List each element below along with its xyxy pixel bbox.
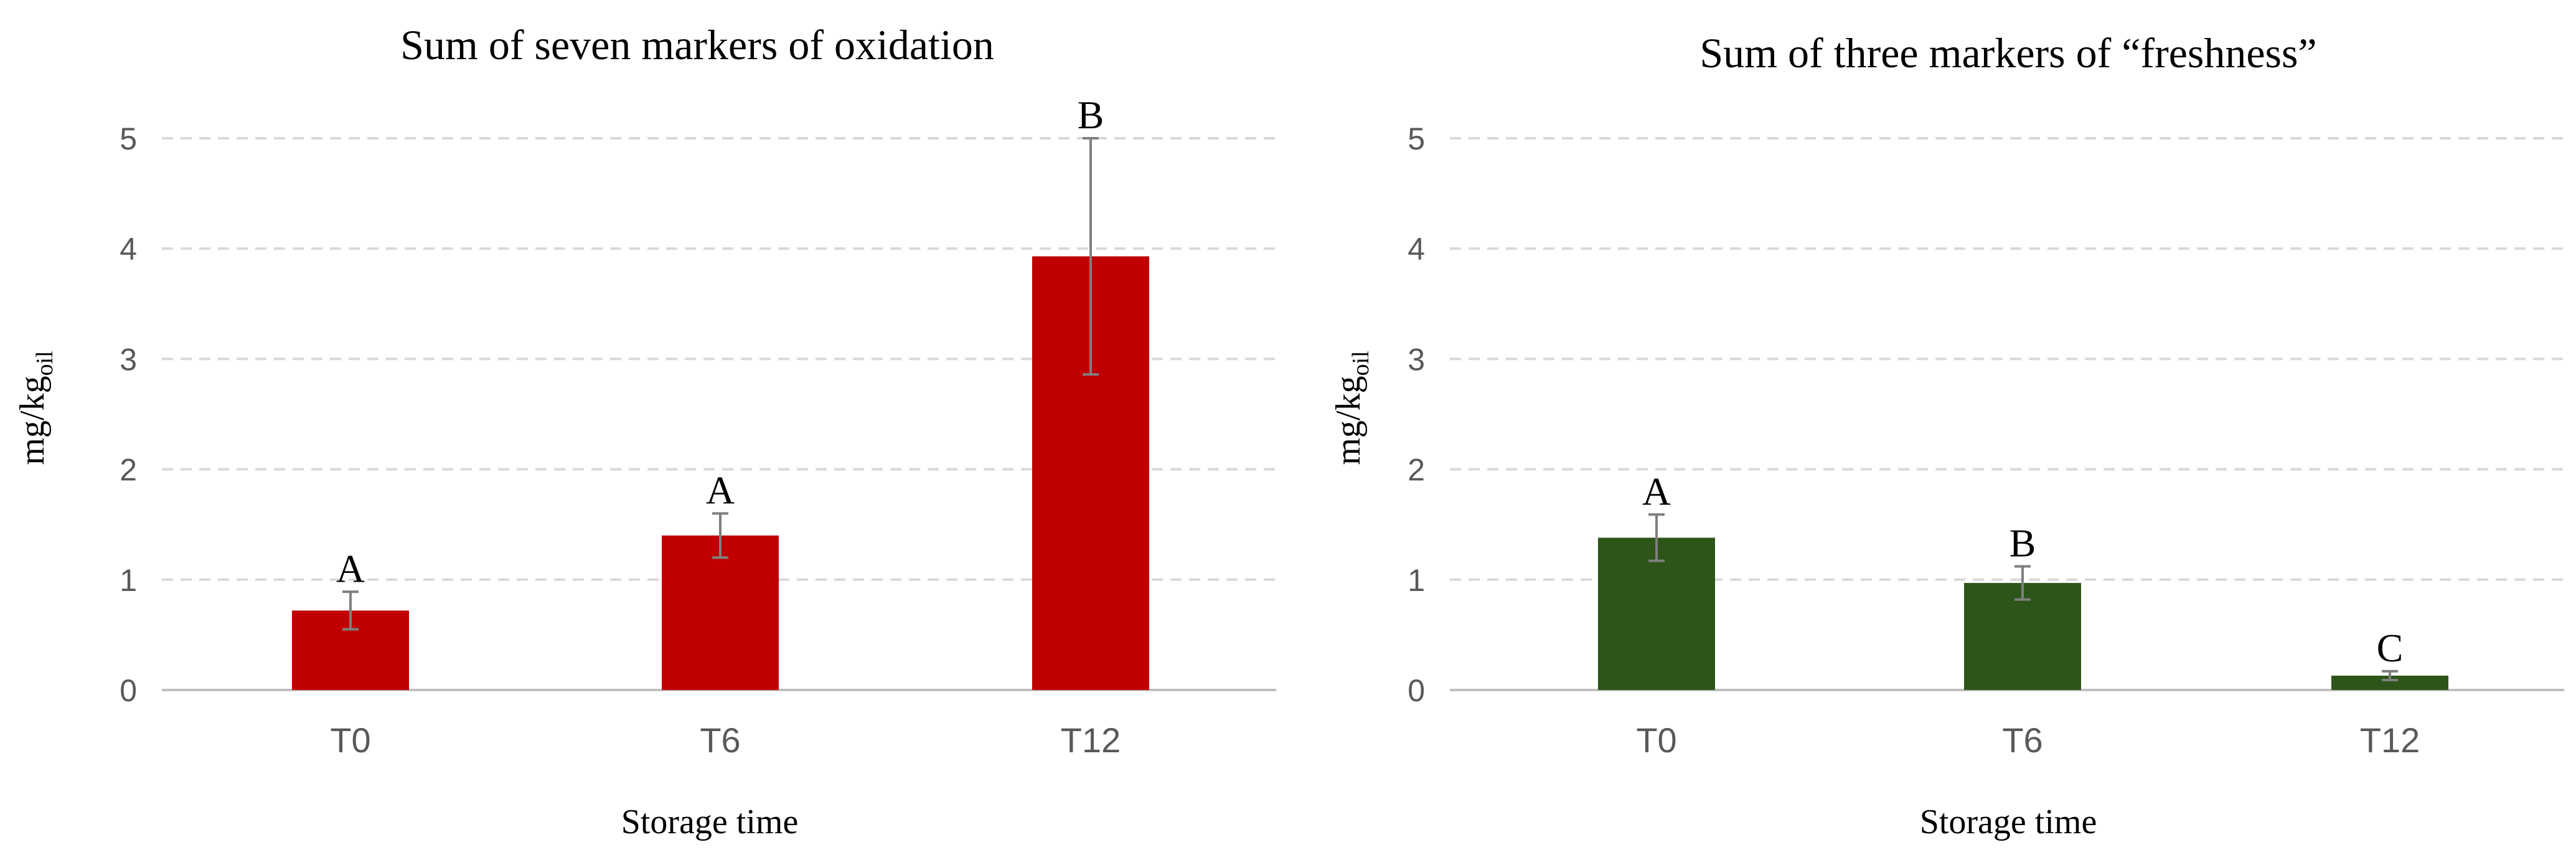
bar-t12 bbox=[2331, 675, 2448, 690]
y-tick-label: 2 bbox=[1408, 453, 1425, 488]
significance-letter: A bbox=[336, 546, 365, 590]
x-tick-label: T12 bbox=[2360, 721, 2420, 760]
y-tick-label: 4 bbox=[120, 232, 137, 267]
x-tick-label: T12 bbox=[1061, 721, 1121, 760]
chart-title: Sum of three markers of “freshness” bbox=[1699, 29, 2316, 77]
y-tick-label: 4 bbox=[1408, 232, 1425, 267]
freshness-chart: 0 1 2 3 4 5 A T0 B T6 C T12 Sum of three markers of… bbox=[1329, 29, 2564, 841]
x-tick-label: T6 bbox=[2002, 721, 2042, 760]
freshness-chart-panel: 0 1 2 3 4 5 A T0 B T6 C T12 Sum of three markers of… bbox=[1288, 0, 2576, 857]
y-tick-label: 0 bbox=[120, 673, 137, 708]
bar-t6 bbox=[662, 535, 779, 690]
y-tick-label: 3 bbox=[120, 342, 137, 377]
y-axis-label-sub: oil bbox=[1348, 351, 1374, 376]
x-tick-label: T0 bbox=[1636, 721, 1676, 760]
oxidation-chart: 0 1 2 3 4 5 A T0 A T6 B T12 Sum of seven markers of… bbox=[13, 21, 1276, 841]
y-tick-label: 3 bbox=[1408, 342, 1425, 377]
y-axis-label-sub: oil bbox=[32, 351, 58, 376]
x-tick-label: T6 bbox=[700, 721, 740, 760]
significance-letter: A bbox=[706, 468, 735, 512]
y-axis-label: mg/kgoil bbox=[13, 351, 58, 465]
significance-letter: A bbox=[1642, 469, 1671, 513]
y-axis-label: mg/kgoil bbox=[1329, 351, 1374, 465]
bar-t0 bbox=[1598, 537, 1715, 690]
y-tick-label: 0 bbox=[1408, 673, 1425, 708]
x-tick-label: T0 bbox=[330, 721, 370, 760]
y-tick-label: 5 bbox=[1408, 121, 1425, 156]
y-tick-label: 2 bbox=[120, 453, 137, 488]
significance-letter: C bbox=[2377, 626, 2404, 670]
x-axis-label: Storage time bbox=[621, 803, 799, 841]
y-tick-label: 5 bbox=[120, 121, 137, 156]
chart-title: Sum of seven markers of oxidation bbox=[400, 21, 994, 69]
bar-t6 bbox=[1964, 583, 2081, 690]
oxidation-chart-panel: 0 1 2 3 4 5 A T0 A T6 B T12 Sum of seven markers of… bbox=[0, 0, 1288, 857]
significance-letter: B bbox=[1078, 93, 1104, 137]
x-axis-label: Storage time bbox=[1920, 803, 2097, 841]
y-tick-label: 1 bbox=[1408, 563, 1425, 598]
y-tick-label: 1 bbox=[120, 563, 137, 598]
significance-letter: B bbox=[2010, 521, 2036, 565]
y-axis-label-main: mg/kg bbox=[1329, 376, 1368, 465]
y-axis-label-main: mg/kg bbox=[13, 376, 52, 465]
